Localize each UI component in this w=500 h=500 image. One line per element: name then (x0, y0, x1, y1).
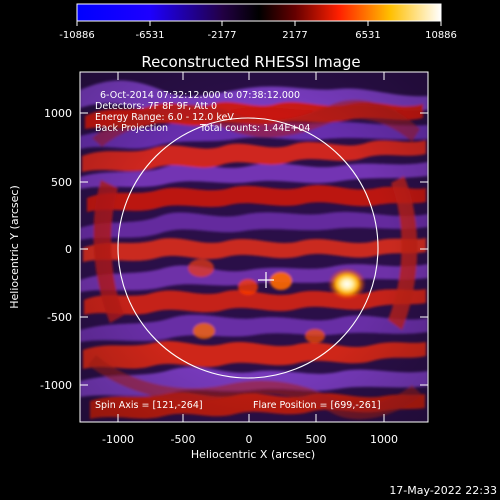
flare-position-text: Flare Position = [699,-261] (253, 400, 381, 411)
y-tick-label: 0 (65, 243, 72, 256)
y-tick-label: -500 (47, 311, 72, 324)
colorbar-tick-label: -10886 (59, 30, 94, 41)
image-annotations: 6-Oct-2014 07:32:12.000 to 07:38:12.000 … (95, 90, 381, 411)
y-tick-label: -1000 (40, 379, 72, 392)
x-axis-ticks (117, 72, 385, 422)
image-vignette (80, 72, 428, 422)
energy-range-text: Energy Range: 6.0 - 12.0 keV (95, 112, 234, 123)
colorbar: -10886 -6531 -2177 2177 6531 10886 (59, 3, 457, 41)
timestamp: 17-May-2022 22:33 (389, 484, 497, 497)
colorbar-tick-label: -6531 (135, 30, 164, 41)
x-tick-label: -500 (171, 433, 196, 446)
colorbar-tick-label: -2177 (207, 30, 236, 41)
detectors-text: Detectors: 7F 8F 9F, Att 0 (95, 101, 217, 112)
x-tick-label: 1000 (370, 433, 398, 446)
time-range-text: 6-Oct-2014 07:32:12.000 to 07:38:12.000 (100, 90, 300, 101)
plot-frame (79, 71, 429, 423)
y-axis-ticks (80, 112, 428, 386)
colorbar-gradient (76, 3, 442, 22)
x-tick-label: 500 (306, 433, 327, 446)
y-axis-tick-labels: 1000 500 0 -500 -1000 (40, 107, 72, 392)
x-axis-label: Heliocentric X (arcsec) (191, 448, 315, 461)
spin-axis-text: Spin Axis = [121,-264] (95, 400, 203, 411)
y-tick-label: 1000 (44, 107, 72, 120)
image-plot (80, 72, 428, 422)
colorbar-tick-label: 10886 (425, 30, 457, 41)
spin-axis-marker (258, 272, 274, 288)
x-tick-label: -1000 (102, 433, 134, 446)
page-title: Reconstructed RHESSI Image (141, 53, 360, 71)
total-counts-text: Total counts: 1.44E+04 (199, 123, 310, 134)
colorbar-tick-marks (76, 21, 442, 26)
colorbar-tick-labels: -10886 -6531 -2177 2177 6531 10886 (59, 30, 457, 41)
colorbar-tick-label: 6531 (355, 30, 380, 41)
y-axis-label: Heliocentric Y (arcsec) (8, 185, 21, 309)
y-tick-label: 500 (51, 176, 72, 189)
back-projection-text: Back Projection (95, 123, 168, 134)
colorbar-tick-label: 2177 (282, 30, 307, 41)
x-tick-label: 0 (246, 433, 253, 446)
x-axis-tick-labels: -1000 -500 0 500 1000 (102, 433, 398, 446)
solar-limb-circle (117, 117, 379, 379)
